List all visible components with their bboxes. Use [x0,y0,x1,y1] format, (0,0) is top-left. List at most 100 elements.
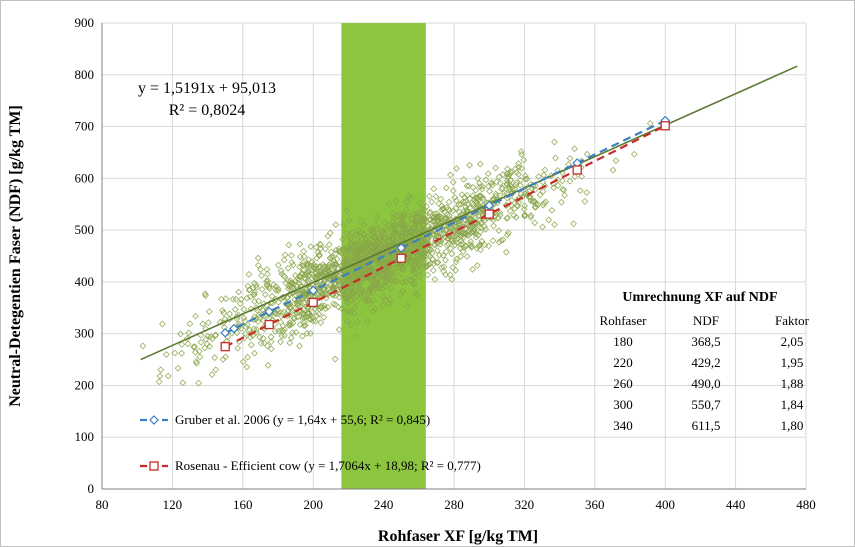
scatter-point [195,379,202,387]
scatter-point [374,245,382,252]
scatter-point [412,213,419,221]
scatter-point [291,314,299,322]
scatter-point [396,291,404,299]
scatter-point [352,239,360,246]
scatter-point [348,244,356,252]
scatter-point [331,301,339,309]
scatter-point [307,243,315,250]
scatter-point [345,216,353,224]
scatter-point [157,366,165,374]
scatter-point [461,242,469,250]
scatter-point [361,249,369,257]
scatter-point [455,231,463,239]
scatter-point [304,268,311,276]
scatter-point [435,251,443,259]
scatter-point [449,207,457,214]
scatter-point [378,271,386,279]
scatter-point [460,233,468,241]
scatter-point [325,241,333,249]
scatter-point [202,292,210,300]
scatter-point [205,308,213,315]
scatter-point [447,245,454,252]
scatter-point [369,297,377,304]
scatter-point [355,248,363,256]
x-tick-label: 280 [444,497,464,512]
scatter-point [400,214,407,222]
scatter-point [353,232,360,239]
scatter-point [570,220,577,228]
scatter-point [385,221,393,229]
scatter-point [369,281,377,289]
scatter-point [159,320,166,328]
scatter-point [272,283,280,290]
scatter-point [222,353,229,361]
scatter-point [347,276,355,284]
scatter-point [301,322,309,329]
scatter-point [350,309,358,317]
scatter-point [351,304,359,312]
scatter-point [303,329,311,337]
table-cell: 368,5 [691,334,720,349]
scatter-point [396,210,404,218]
x-tick-label: 240 [374,497,394,512]
table-cell: 1,84 [781,397,804,412]
scatter-point [527,213,535,221]
scatter-point [403,198,411,206]
scatter-point [368,276,375,283]
scatter-point [472,186,480,194]
scatter-point [371,232,378,240]
scatter-point [443,211,451,218]
scatter-point [469,265,476,273]
scatter-point [303,259,311,267]
scatter-point [258,272,265,280]
scatter-point [315,252,323,260]
scatter-point [377,233,384,241]
y-tick-label: 500 [75,222,95,237]
scatter-point [554,182,562,189]
legend-label: Gruber et al. 2006 (y = 1,64x + 55,6; R²… [175,412,430,427]
scatter-point [362,296,370,303]
scatter-point [448,250,456,258]
scatter-point [370,269,377,277]
scatter-point [440,230,447,238]
scatter-point [348,228,356,236]
scatter-point [462,242,470,250]
scatter-point [299,261,306,269]
scatter-point [397,270,405,278]
scatter-point [364,318,371,325]
scatter-point [411,289,419,297]
scatter-point [392,198,400,205]
table-title: Umrechnung XF auf NDF [622,290,777,305]
scatter-point [422,217,430,225]
scatter-point [373,238,381,246]
scatter-point [191,343,199,351]
scatter-point [296,263,304,271]
scatter-point [212,366,220,374]
scatter-point [410,270,418,277]
scatter-point [280,272,287,280]
scatter-point [424,245,432,252]
scatter-point [466,161,473,169]
scatter-point [521,211,529,219]
scatter-point [386,296,394,303]
scatter-point [340,245,347,253]
scatter-point [348,269,356,277]
scatter-point [477,228,484,236]
scatter-point [406,239,413,247]
scatter-point [427,246,435,254]
scatter-point [439,251,447,259]
scatter-point [424,223,432,230]
scatter-point [390,224,398,232]
gridlines [102,22,807,489]
scatter-point [463,191,471,199]
scatter-point [300,322,308,330]
scatter-point [528,185,536,193]
scatter-point [481,241,488,249]
scatter-point [344,307,352,315]
scatter-point [532,200,540,208]
x-tick-label: 200 [303,497,323,512]
scatter-point [456,244,464,252]
scatter-point [374,280,382,288]
scatter-point [353,271,361,278]
scatter-point [630,150,638,158]
